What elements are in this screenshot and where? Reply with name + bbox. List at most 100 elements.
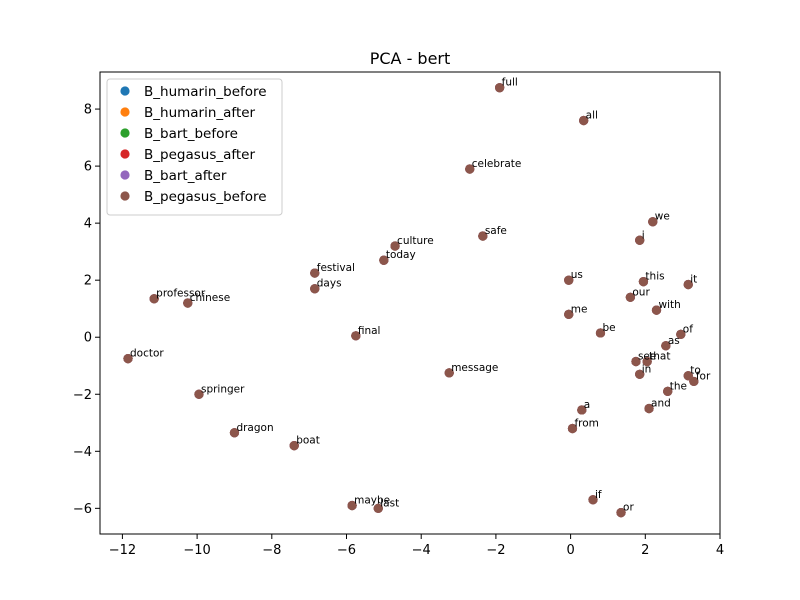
data-point-B_pegasus_before-37	[347, 500, 357, 511]
point-label: we	[655, 211, 670, 223]
data-point-B_pegasus_before-2	[465, 164, 475, 174]
point-label: celebrate	[472, 158, 522, 170]
point-label: i	[642, 229, 645, 241]
data-point-B_pegasus_before-0	[495, 83, 505, 93]
point-label: and	[651, 398, 671, 410]
point-label: chinese	[190, 292, 230, 304]
point-label: last	[380, 497, 399, 509]
data-point-B_pegasus_before-33	[567, 423, 578, 434]
data-point-B_pegasus_before-36	[588, 495, 598, 505]
legend-entry: B_humarin_after	[144, 105, 256, 121]
point-label: professor	[156, 288, 206, 300]
x-tick-label: 4	[716, 543, 724, 558]
point-label: this	[645, 271, 664, 283]
data-point-B_pegasus_before-35	[289, 440, 299, 451]
data-point-B_pegasus_before-18	[595, 328, 606, 338]
data-point-B_pegasus_before-3	[648, 217, 658, 227]
x-tick-label: −2	[486, 543, 505, 558]
data-point-B_pegasus_before-31	[644, 403, 654, 414]
point-label: for	[696, 370, 711, 382]
legend-entry: B_pegasus_before	[144, 189, 267, 205]
data-point-B_pegasus_before-34	[229, 428, 240, 438]
point-label: with	[659, 299, 681, 311]
point-label: to	[690, 365, 701, 377]
point-label: in	[642, 363, 652, 375]
point-label: a	[584, 399, 590, 411]
point-label: it	[690, 273, 697, 285]
legend-box	[106, 78, 283, 216]
point-label: days	[317, 278, 342, 290]
data-point-B_pegasus_before-15	[183, 298, 193, 308]
x-tick-label: −6	[337, 543, 356, 558]
point-label: all	[586, 109, 598, 121]
data-point-B_pegasus_before-6	[390, 241, 400, 251]
x-tick-label: −12	[109, 543, 136, 558]
y-tick-label: 2	[84, 274, 92, 289]
data-point-B_pegasus_before-4	[478, 231, 488, 241]
point-label: or	[623, 502, 634, 514]
point-label: maybe	[354, 494, 390, 506]
point-label: our	[632, 286, 650, 298]
y-tick-label: 4	[84, 217, 92, 232]
data-point-B_pegasus_before-23	[631, 356, 641, 367]
point-label: as	[668, 335, 680, 347]
point-label: culture	[397, 235, 434, 247]
data-point-B_pegasus_before-11	[683, 279, 693, 290]
x-tick-label: −4	[412, 543, 431, 558]
x-tick-label: −10	[183, 543, 210, 558]
point-label: today	[386, 249, 416, 261]
legend-marker	[120, 149, 130, 159]
y-tick-label: 0	[84, 331, 92, 346]
data-point-B_pegasus_before-21	[661, 341, 671, 351]
data-point-B_pegasus_before-14	[149, 294, 159, 304]
data-point-B_pegasus_before-29	[663, 386, 673, 397]
point-label: boat	[296, 435, 320, 447]
point-label: the	[670, 380, 687, 392]
data-point-B_pegasus_before-12	[310, 284, 320, 294]
point-label: springer	[201, 383, 245, 395]
plot-area-frame	[99, 71, 721, 535]
data-point-B_pegasus_before-13	[625, 292, 635, 302]
data-point-B_pegasus_before-17	[564, 309, 574, 320]
legend: B_humarin_before B_humarin_after B_bart_be…	[106, 78, 283, 216]
point-label: dragon	[236, 422, 273, 434]
chart-title: PCA - bert	[370, 49, 451, 68]
point-label: message	[451, 362, 498, 374]
legend-entry: B_bart_before	[144, 126, 238, 142]
data-point-B_pegasus_before-8	[310, 268, 320, 278]
point-label: of	[683, 323, 693, 335]
point-label: festival	[317, 262, 355, 274]
data-point-B_pegasus_before-7	[379, 255, 389, 265]
data-point-B_pegasus_before-38	[373, 503, 383, 513]
point-label: that	[649, 350, 670, 362]
data-point-B_pegasus_before-5	[635, 235, 645, 245]
point-label: full	[502, 77, 518, 89]
data-point-B_pegasus_before-9	[564, 275, 574, 285]
point-label: be	[602, 322, 615, 334]
data-point-B_pegasus_before-27	[683, 371, 693, 381]
point-label: doctor	[130, 348, 164, 360]
legend-marker	[120, 170, 130, 180]
data-point-B_pegasus_before-24	[642, 356, 652, 367]
y-tick-label: −6	[73, 502, 92, 517]
data-point-B_pegasus_before-26	[635, 369, 645, 379]
data-point-B_pegasus_before-1	[579, 115, 589, 126]
data-point-B_pegasus_before-16	[651, 305, 662, 315]
x-tick-label: 2	[641, 543, 649, 558]
data-point-B_pegasus_before-19	[676, 329, 686, 339]
y-tick-label: 6	[84, 160, 92, 175]
data-point-B_pegasus_before-39	[616, 508, 626, 518]
data-point-B_pegasus_before-10	[638, 277, 649, 287]
point-label: from	[574, 417, 598, 429]
point-label: safe	[485, 225, 507, 237]
data-point-B_pegasus_before-30	[194, 389, 204, 399]
legend-entry: B_pegasus_after	[144, 147, 255, 163]
legend-marker	[120, 191, 130, 201]
legend-entry: B_humarin_before	[144, 84, 267, 100]
point-label: see	[638, 350, 656, 362]
point-label: me	[571, 303, 588, 315]
point-label: if	[595, 489, 602, 501]
legend-marker	[120, 128, 130, 138]
data-point-B_pegasus_before-20	[351, 331, 361, 341]
